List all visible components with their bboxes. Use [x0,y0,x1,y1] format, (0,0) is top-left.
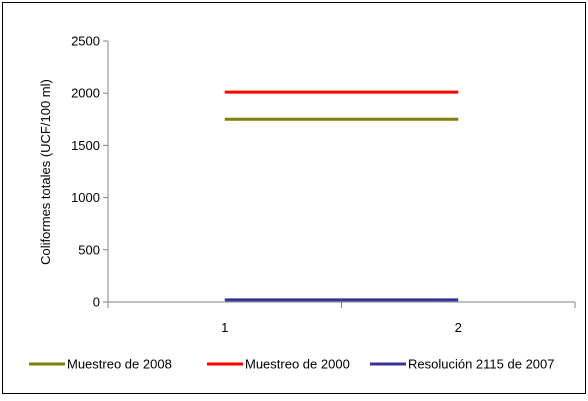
y-tick-label: 500 [78,242,100,257]
y-tick-label: 2500 [71,34,100,49]
plot-area: 0 500 1000 1500 2000 2500 1 2 [71,34,576,335]
chart-border [2,2,586,394]
y-axis-title: Coliformes totales (UCF/100 ml) [38,79,53,265]
legend: Muestreo de 2008 Muestreo de 2000 Resoluci… [29,357,555,372]
legend-label: Muestreo de 2000 [245,357,350,372]
legend-label: Muestreo de 2008 [67,357,172,372]
x-tick-label: 2 [455,320,462,335]
legend-label: Resolución 2115 de 2007 [408,357,555,372]
y-tick-label: 1000 [71,190,100,205]
x-tick-label: 1 [221,320,228,335]
y-tick-label: 1500 [71,138,100,153]
y-tick-label: 2000 [71,86,100,101]
y-tick-label: 0 [93,295,100,310]
